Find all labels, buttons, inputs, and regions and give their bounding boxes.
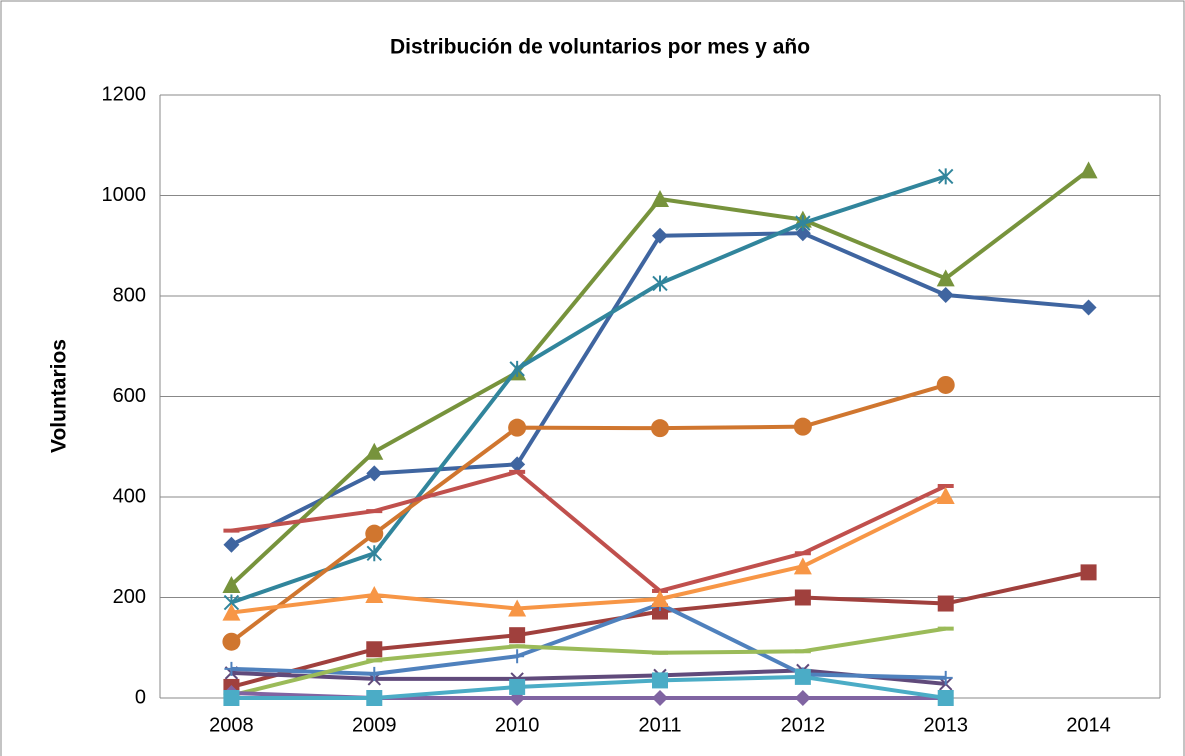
marker <box>509 627 526 644</box>
marker <box>794 225 811 242</box>
marker <box>652 690 668 706</box>
marker <box>651 590 669 608</box>
marker <box>651 419 669 438</box>
y-tick-label: 1200 <box>102 83 147 105</box>
marker <box>651 190 669 208</box>
marker <box>509 678 526 695</box>
marker <box>936 375 955 394</box>
x-tick-label: 2008 <box>209 714 254 736</box>
chart-title: Distribución de voluntarios por mes y añ… <box>390 36 810 59</box>
marker <box>938 168 954 185</box>
marker <box>652 227 668 244</box>
marker <box>222 632 241 651</box>
marker <box>794 690 811 706</box>
marker <box>222 575 241 593</box>
marker <box>937 690 954 706</box>
marker <box>1080 299 1097 316</box>
marker <box>936 486 955 504</box>
marker <box>795 215 811 232</box>
marker <box>366 465 383 482</box>
x-tick-label: 2011 <box>638 714 681 736</box>
marker <box>223 536 240 553</box>
marker <box>794 668 811 685</box>
marker <box>366 690 383 706</box>
series-line <box>231 494 947 615</box>
x-tick-label: 2012 <box>781 714 826 736</box>
marker <box>509 456 526 473</box>
marker <box>366 545 382 562</box>
marker <box>793 557 812 575</box>
series-line <box>231 674 947 700</box>
marker <box>222 603 241 621</box>
y-tick-label: 800 <box>113 284 146 306</box>
marker <box>367 666 382 681</box>
marker <box>365 442 384 460</box>
y-tick-label: 400 <box>113 485 146 507</box>
marker <box>365 524 384 543</box>
series-line <box>230 174 947 605</box>
marker <box>936 269 955 287</box>
marker <box>366 641 383 658</box>
marker <box>1080 564 1097 581</box>
series-line <box>231 668 946 686</box>
x-tick-label: 2009 <box>352 714 397 736</box>
y-tick-label: 1000 <box>102 184 147 206</box>
marker <box>510 649 525 664</box>
marker <box>794 589 811 606</box>
series-line <box>231 469 947 593</box>
series-line <box>230 626 947 698</box>
marker <box>508 418 527 437</box>
marker <box>937 286 954 303</box>
marker <box>508 599 527 617</box>
y-axis-label: Voluntarios <box>48 339 71 453</box>
marker <box>365 585 384 603</box>
marker <box>224 661 239 676</box>
marker <box>652 672 668 689</box>
marker <box>793 417 812 436</box>
y-tick-label: 0 <box>135 686 146 708</box>
y-tick-label: 600 <box>113 385 146 407</box>
y-tick-label: 200 <box>113 586 146 608</box>
x-tick-label: 2010 <box>495 714 540 736</box>
x-tick-label: 2013 <box>923 714 968 736</box>
marker <box>509 360 525 377</box>
series-line <box>230 383 947 644</box>
marker <box>652 275 668 292</box>
marker <box>937 595 954 612</box>
marker <box>1079 161 1098 179</box>
series-line <box>231 602 946 680</box>
marker <box>223 690 240 706</box>
marker <box>938 670 953 685</box>
x-tick-label: 2014 <box>1066 714 1111 736</box>
